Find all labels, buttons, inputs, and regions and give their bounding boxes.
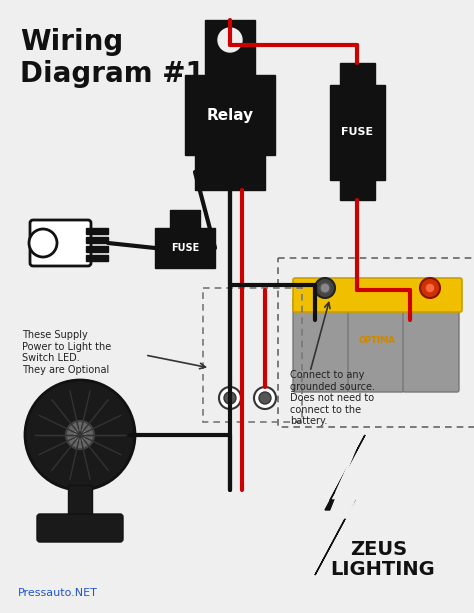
Circle shape [219, 387, 241, 409]
Bar [86, 228, 108, 234]
Text: Pressauto.NET: Pressauto.NET [18, 588, 98, 598]
FancyBboxPatch shape [403, 298, 459, 392]
Circle shape [25, 380, 135, 490]
Text: Relay: Relay [207, 107, 254, 123]
Circle shape [315, 278, 335, 298]
Bar [205, 20, 255, 75]
FancyBboxPatch shape [30, 220, 91, 266]
Circle shape [218, 28, 242, 52]
FancyBboxPatch shape [293, 278, 462, 312]
Circle shape [73, 428, 87, 442]
Polygon shape [315, 435, 365, 575]
Circle shape [66, 421, 94, 449]
Text: These Supply
Power to Light the
Switch LED.
They are Optional: These Supply Power to Light the Switch L… [22, 330, 111, 375]
Bar [86, 237, 108, 243]
Circle shape [320, 283, 330, 293]
Text: Wiring
Diagram #1: Wiring Diagram #1 [20, 28, 205, 88]
Circle shape [254, 387, 276, 409]
Bar [340, 180, 375, 200]
Bar [86, 255, 108, 261]
FancyBboxPatch shape [37, 514, 123, 542]
Bar [68, 485, 92, 520]
Circle shape [425, 283, 435, 293]
Bar [155, 228, 215, 268]
FancyBboxPatch shape [293, 298, 349, 392]
Bar [340, 63, 375, 88]
Text: OPTIMA: OPTIMA [359, 335, 395, 345]
Text: FUSE: FUSE [171, 243, 199, 253]
Text: Connect to any
grounded source.
Does not need to
connect to the
battery.: Connect to any grounded source. Does not… [290, 370, 375, 427]
Circle shape [224, 392, 236, 404]
Text: LIGHTING: LIGHTING [330, 560, 435, 579]
Text: ZEUS: ZEUS [350, 540, 407, 559]
Bar [195, 155, 265, 190]
Circle shape [259, 392, 271, 404]
Polygon shape [328, 443, 358, 560]
Circle shape [420, 278, 440, 298]
Bar [330, 85, 385, 180]
Text: FUSE: FUSE [341, 127, 373, 137]
FancyBboxPatch shape [348, 298, 404, 392]
Bar [185, 75, 275, 155]
Bar [86, 246, 108, 252]
Circle shape [29, 229, 57, 257]
Bar [170, 210, 200, 230]
